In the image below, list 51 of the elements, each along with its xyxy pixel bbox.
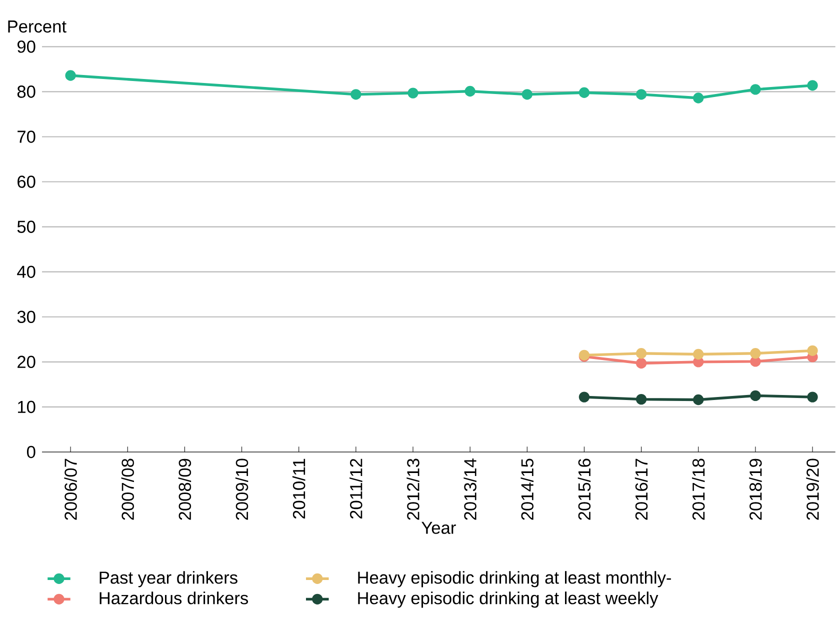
- point: [750, 84, 761, 95]
- x-tick-label: 2009/10: [235, 458, 248, 520]
- x-tick-label: 2018/19: [749, 458, 762, 520]
- legend-label: Heavy episodic drinking at least monthly-: [358, 571, 671, 588]
- x-tick-label: 2010/11: [292, 458, 306, 519]
- point: [750, 356, 761, 367]
- x-tick-label: 2007/08: [121, 458, 134, 520]
- point: [522, 89, 532, 100]
- x-tick-label: 2017/18: [692, 458, 705, 520]
- y-tick-label: 80: [17, 86, 36, 98]
- point: [693, 348, 704, 360]
- y-tick-label: 40: [17, 266, 36, 278]
- point: [65, 70, 76, 81]
- x-tick-label: 2019/20: [806, 458, 819, 520]
- x-tick-label: 2013/14: [464, 458, 476, 520]
- y-tick-label: 10: [18, 400, 36, 414]
- x-axis-title: Year: [422, 522, 456, 534]
- y-tick-label: 90: [18, 40, 36, 53]
- point: [464, 86, 476, 97]
- point: [636, 89, 647, 100]
- point: [807, 80, 818, 91]
- point: [750, 390, 761, 402]
- y-tick-label: 20: [18, 356, 36, 368]
- x-tick-label: 2006/07: [64, 458, 77, 520]
- point: [578, 87, 590, 98]
- legend-label: Past year drinkers: [100, 571, 238, 588]
- x-tick-label: 2015/16: [578, 458, 591, 520]
- y-tick-label: 30: [17, 310, 36, 324]
- x-tick-label: 2012/13: [406, 458, 420, 520]
- point: [408, 88, 418, 98]
- point: [693, 394, 704, 406]
- point: [350, 89, 362, 100]
- y-tick-label: 50: [17, 220, 36, 233]
- x-tick-label: 2011/12: [350, 458, 362, 519]
- x-tick-label: 2008/09: [178, 458, 192, 520]
- point: [636, 358, 647, 369]
- point: [807, 345, 818, 356]
- y-tick-label: 0: [26, 446, 36, 458]
- point: [693, 92, 704, 104]
- point: [636, 394, 647, 405]
- x-tick-label: 2014/15: [520, 458, 534, 520]
- y-tick-label: 60: [18, 176, 36, 188]
- point: [807, 392, 818, 402]
- legend-label: Hazardous drinkers: [100, 592, 248, 604]
- y-tick-label: 70: [18, 130, 36, 143]
- x-tick-label: 2016/17: [634, 458, 648, 520]
- point: [578, 392, 590, 402]
- point: [636, 348, 647, 359]
- y-axis-title: Percent: [8, 20, 66, 33]
- point: [750, 348, 761, 359]
- legend-label: Heavy episodic drinking at least weekly: [358, 592, 658, 608]
